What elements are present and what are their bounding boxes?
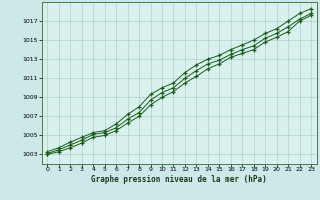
X-axis label: Graphe pression niveau de la mer (hPa): Graphe pression niveau de la mer (hPa) [91, 175, 267, 184]
